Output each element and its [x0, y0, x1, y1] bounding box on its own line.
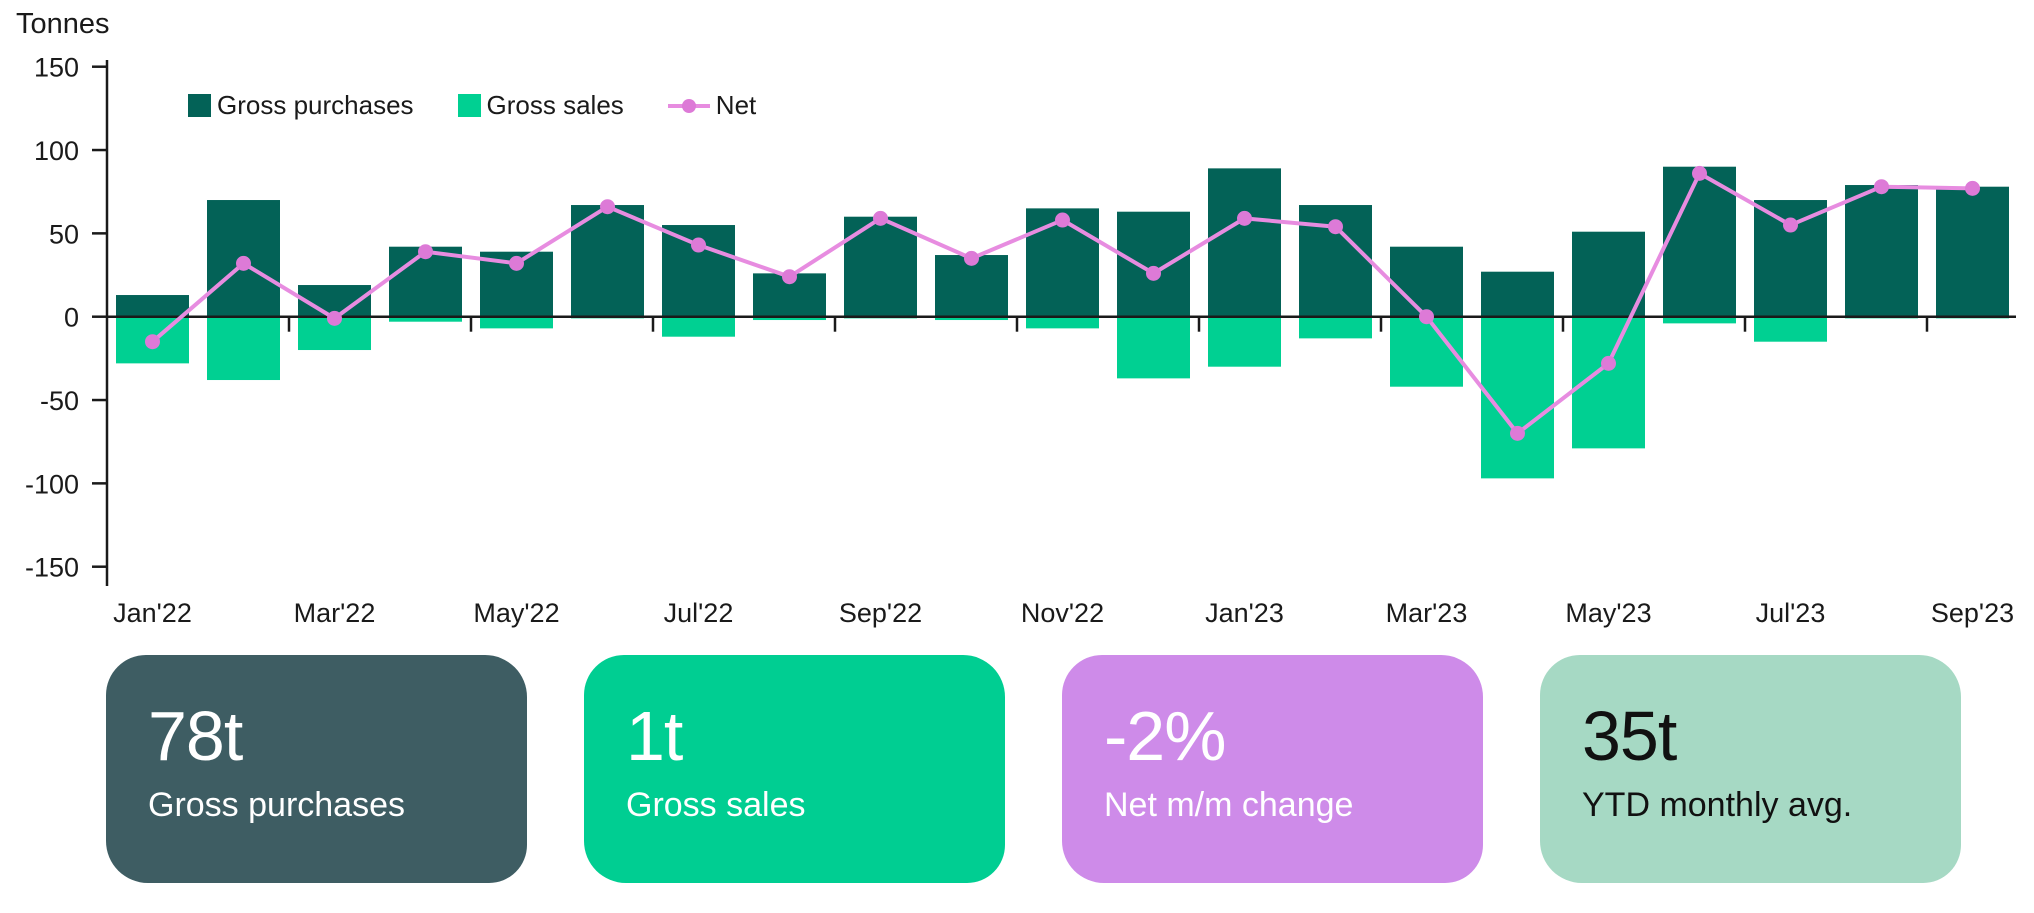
legend-item-net: Net	[667, 90, 757, 121]
x-tick-label: May'23	[1565, 598, 1651, 628]
net-marker	[1055, 212, 1070, 228]
gross-purchases-bar	[1845, 185, 1918, 317]
gross-sales-bar	[1390, 316, 1463, 387]
net-marker	[1965, 180, 1980, 196]
y-tick-label: 100	[34, 136, 79, 166]
x-tick-label: Sep'23	[1931, 598, 2014, 628]
stat-label-gross-sales: Gross sales	[626, 786, 806, 825]
net-marker	[1419, 309, 1434, 325]
net-marker	[1510, 425, 1525, 441]
legend-item-gross-purchases: Gross purchases	[188, 90, 414, 121]
y-tick-label: -50	[40, 386, 79, 416]
chart-legend: Gross purchases Gross sales Net	[188, 90, 756, 121]
gross-sales-bar	[1754, 316, 1827, 342]
purchases-sales-net-chart: 150 100 50 0 -50 -100 -150 Jan'22 Mar'22 May'22 Ju…	[25, 53, 2016, 628]
legend-label-gross-sales: Gross sales	[486, 90, 624, 120]
gross-sales-bar	[389, 316, 462, 322]
net-marker	[509, 255, 524, 271]
net-marker	[1783, 217, 1798, 233]
x-tick-label: May'22	[473, 598, 559, 628]
gross-sales-bar	[662, 316, 735, 337]
stat-label-gross-purchases: Gross purchases	[148, 786, 405, 825]
legend-label-gross-purchases: Gross purchases	[217, 90, 414, 120]
stat-card-ytd-monthly-avg: 35t YTD monthly avg.	[1540, 655, 1961, 883]
stat-value-net-mm-change: -2%	[1104, 697, 1226, 775]
gross-sales-bar	[1481, 316, 1554, 479]
gross-sales-bar	[1663, 316, 1736, 324]
y-axis-unit-label: Tonnes	[16, 8, 110, 40]
gross-sales-bar	[480, 316, 553, 329]
gross-purchases-bar	[1208, 168, 1281, 317]
net-marker	[1328, 219, 1343, 235]
stat-label-net-mm-change: Net m/m change	[1104, 786, 1354, 825]
net-marker	[1601, 355, 1616, 371]
gross-sales-swatch	[457, 94, 481, 117]
net-marker	[964, 250, 979, 266]
gross-purchases-bar	[1663, 166, 1736, 317]
x-tick-label: Mar'23	[1386, 598, 1468, 628]
gross-sales-bar	[1026, 316, 1099, 329]
x-tick-label: Nov'22	[1021, 598, 1104, 628]
x-tick-label: Jan'23	[1205, 598, 1284, 628]
summary-cards: 78t Gross purchases 1t Gross sales -2% N…	[106, 655, 2034, 883]
stat-value-gross-sales: 1t	[626, 697, 683, 775]
net-marker	[1146, 265, 1161, 281]
net-marker	[1692, 165, 1707, 181]
gross-sales-bar	[207, 316, 280, 381]
net-marker	[782, 269, 797, 285]
gross-purchases-swatch	[188, 94, 211, 117]
net-marker	[145, 334, 160, 350]
central-bank-gold-chart: Tonnes 150 100 50 0 -50 -100 -150 Jan'22 Mar'22 M…	[16, 8, 2016, 628]
y-tick-label: -100	[25, 469, 79, 499]
gross-sales-bar	[753, 316, 826, 321]
stat-value-gross-purchases: 78t	[148, 697, 243, 775]
x-tick-label: Jul'23	[1756, 598, 1826, 628]
stat-card-net-mm-change: -2% Net m/m change	[1062, 655, 1483, 883]
y-tick-label: 0	[64, 303, 79, 333]
net-marker	[418, 244, 433, 260]
gross-purchases-bar	[1481, 271, 1554, 317]
x-tick-label: Jan'22	[113, 598, 192, 628]
gross-sales-bar	[935, 316, 1008, 321]
net-marker	[1874, 179, 1889, 195]
net-marker	[327, 310, 342, 326]
net-marker	[1237, 210, 1252, 226]
gross-purchases-bar	[1390, 246, 1463, 317]
legend-label-net: Net	[715, 90, 757, 120]
x-tick-label: Jul'22	[664, 598, 734, 628]
stat-card-gross-purchases: 78t Gross purchases	[106, 655, 527, 883]
gross-sales-bar	[1117, 316, 1190, 379]
x-tick-label: Sep'22	[839, 598, 922, 628]
gross-sales-bar	[1208, 316, 1281, 367]
net-marker	[691, 237, 706, 253]
gross-purchases-bar	[1117, 211, 1190, 317]
x-tick-label: Mar'22	[294, 598, 376, 628]
gross-purchases-bar	[1572, 231, 1645, 317]
legend-item-gross-sales: Gross sales	[457, 90, 624, 121]
stat-label-ytd-monthly-avg: YTD monthly avg.	[1582, 786, 1853, 825]
y-tick-label: -150	[25, 553, 79, 583]
net-marker	[873, 210, 888, 226]
net-dot-swatch	[681, 99, 696, 113]
net-marker	[600, 199, 615, 215]
y-tick-label: 50	[49, 219, 79, 249]
stat-card-gross-sales: 1t Gross sales	[584, 655, 1005, 883]
net-line-marker-icon	[667, 94, 710, 117]
stat-value-ytd-monthly-avg: 35t	[1582, 697, 1677, 775]
gross-purchases-bar	[1936, 186, 2009, 317]
gross-sales-bar	[1299, 316, 1372, 339]
net-marker	[236, 255, 251, 271]
y-tick-label: 150	[34, 53, 79, 83]
gross-purchases-bar	[116, 295, 189, 317]
